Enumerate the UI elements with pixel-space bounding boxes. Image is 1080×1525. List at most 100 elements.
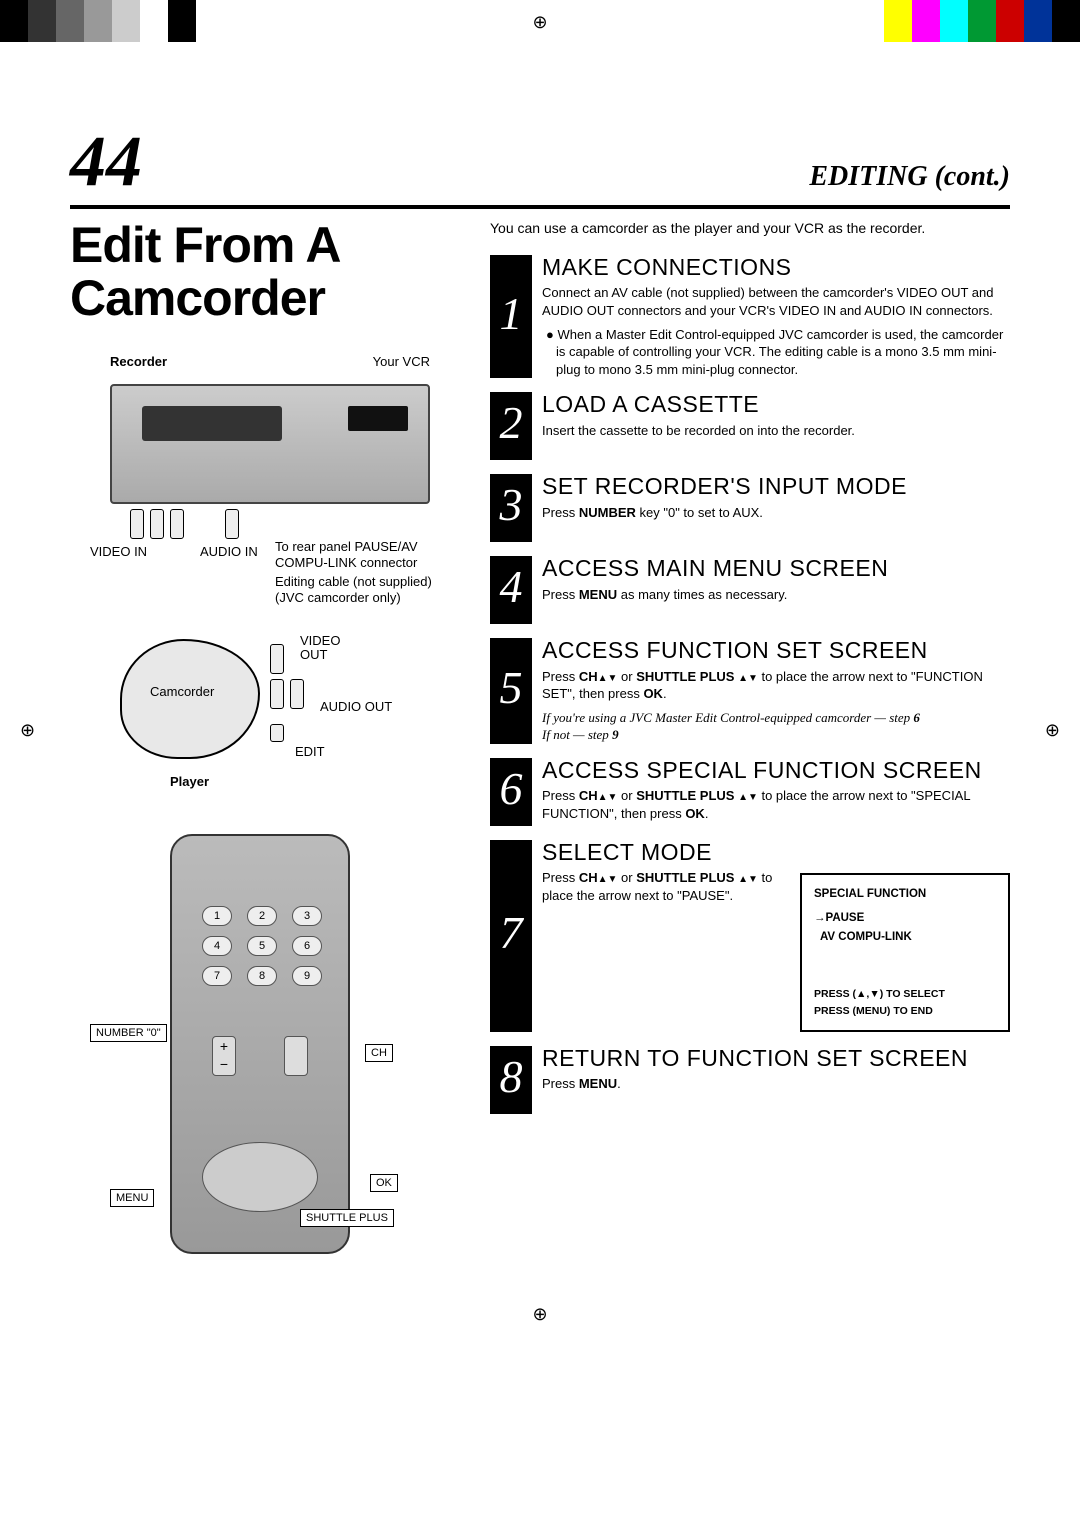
osd-footer: PRESS (MENU) TO END [814,1003,996,1020]
color-chip [112,0,140,42]
step-8: 8 RETURN TO FUNCTION SET SCREEN Press MENU… [490,1046,1010,1114]
right-column: You can use a camcorder as the player an… [490,219,1010,1244]
connection-diagram: Recorder Your VCR VIDEO IN AUDIO IN To r… [70,344,470,1244]
remote-number-button: 8 [247,966,277,986]
step-body: LOAD A CASSETTE Insert the cassette to be… [542,392,1010,439]
color-chip [940,0,968,42]
your-vcr-label: Your VCR [373,354,430,369]
registration-mark-bottom: ⊕ [0,1304,1080,1325]
ok-callout: OK [370,1174,398,1192]
step-number: 6 [490,758,532,826]
step-number: 1 [490,255,532,378]
step-instruction: Insert the cassette to be recorded on in… [542,422,1010,440]
color-chip [968,0,996,42]
step-title: ACCESS FUNCTION SET SCREEN [542,638,1010,663]
color-chip [140,0,168,42]
color-chip [884,0,912,42]
printer-color-bars-right [884,0,1080,42]
step-body: RETURN TO FUNCTION SET SCREEN Press MENU. [542,1046,1010,1093]
color-chip [168,0,196,42]
step-instruction: Press MENU. [542,1075,1010,1093]
crop-marks-top: ⊕ [0,0,1080,70]
osd-footer: PRESS (▲,▼) TO SELECT [814,986,996,1003]
registration-mark-top: ⊕ [532,12,547,33]
color-chip [912,0,940,42]
step-instruction: Press CH▲▼ or SHUTTLE PLUS ▲▼ to place t… [542,787,1010,822]
step-title: ACCESS MAIN MENU SCREEN [542,556,1010,581]
step-body: ACCESS SPECIAL FUNCTION SCREEN Press CH▲▼… [542,758,1010,822]
color-chip [56,0,84,42]
audio-out-label: AUDIO OUT [320,699,392,714]
step-7: 7 SELECT MODE SPECIAL FUNCTION →PAUSE AV CO… [490,840,1010,1032]
osd-title: SPECIAL FUNCTION [814,885,996,903]
step-2: 2 LOAD A CASSETTE Insert the cassette to b… [490,392,1010,460]
step-instruction: Press NUMBER key "0" to set to AUX. [542,504,1010,522]
osd-line: AV COMPU-LINK [814,928,996,946]
step-number: 8 [490,1046,532,1114]
step-title: SELECT MODE [542,840,1010,865]
remote-number-button: 4 [202,936,232,956]
player-label: Player [170,774,209,789]
remote-number-button: 1 [202,906,232,926]
osd-line: →PAUSE [814,909,996,927]
steps-list: 1 MAKE CONNECTIONS Connect an AV cable (no… [490,255,1010,1114]
remote-illustration: 123456789 +− [170,834,350,1254]
color-chip [0,0,28,42]
section-title: EDITING (cont.) [809,161,1010,193]
step-title: MAKE CONNECTIONS [542,255,1010,280]
recorder-label: Recorder [110,354,167,369]
remote-number-button: 6 [292,936,322,956]
remote-number-button: 3 [292,906,322,926]
shuttle-plus-callout: SHUTTLE PLUS [300,1209,394,1227]
camcorder-label: Camcorder [150,684,214,699]
step-instruction: Press MENU as many times as necessary. [542,586,1010,604]
printer-color-bars-left [0,0,196,42]
step-3: 3 SET RECORDER'S INPUT MODE Press NUMBER k… [490,474,1010,542]
color-chip [1052,0,1080,42]
step-bullet: ● When a Master Edit Control-equipped JV… [542,326,1010,379]
audio-in-label: AUDIO IN [200,544,260,560]
color-chip [1024,0,1052,42]
step-body: ACCESS FUNCTION SET SCREEN Press CH▲▼ or … [542,638,1010,743]
manual-page: 44 EDITING (cont.) Edit From A Camcorder… [0,70,1080,1284]
step-note: If you're using a JVC Master Edit Contro… [542,709,1010,744]
rear-panel-label: To rear panel PAUSE/AV COMPU-LINK connec… [275,539,455,570]
step-number: 2 [490,392,532,460]
step-6: 6 ACCESS SPECIAL FUNCTION SCREEN Press CH▲… [490,758,1010,826]
video-in-label: VIDEO IN [90,544,150,560]
intro-text: You can use a camcorder as the player an… [490,219,1010,237]
step-5: 5 ACCESS FUNCTION SET SCREEN Press CH▲▼ or… [490,638,1010,743]
page-number: 44 [70,120,142,203]
step-number: 4 [490,556,532,624]
step-title: ACCESS SPECIAL FUNCTION SCREEN [542,758,1010,783]
color-chip [28,0,56,42]
remote-number-button: 9 [292,966,322,986]
osd-panel: SPECIAL FUNCTION →PAUSE AV COMPU-LINK PRES… [800,873,1010,1032]
step-instruction: Connect an AV cable (not supplied) betwe… [542,284,1010,319]
page-header: 44 EDITING (cont.) [70,120,1010,209]
left-column: Edit From A Camcorder Recorder Your VCR … [70,219,470,1244]
ch-callout: CH [365,1044,393,1062]
step-number: 7 [490,840,532,1032]
step-body: ACCESS MAIN MENU SCREEN Press MENU as man… [542,556,1010,603]
step-body: MAKE CONNECTIONS Connect an AV cable (not… [542,255,1010,378]
step-body: SET RECORDER'S INPUT MODE Press NUMBER ke… [542,474,1010,521]
remote-number-button: 5 [247,936,277,956]
vcr-illustration [110,384,430,504]
remote-number-button: 2 [247,906,277,926]
step-title: RETURN TO FUNCTION SET SCREEN [542,1046,1010,1071]
step-number: 3 [490,474,532,542]
camcorder-illustration [120,639,260,759]
video-out-label: VIDEO OUT [300,634,360,663]
edit-label: EDIT [295,744,325,759]
step-1: 1 MAKE CONNECTIONS Connect an AV cable (no… [490,255,1010,378]
step-title: SET RECORDER'S INPUT MODE [542,474,1010,499]
step-title: LOAD A CASSETTE [542,392,1010,417]
color-chip [996,0,1024,42]
step-instruction: Press CH▲▼ or SHUTTLE PLUS ▲▼ to place t… [542,668,1010,703]
remote-number-button: 7 [202,966,232,986]
number-zero-callout: NUMBER "0" [90,1024,167,1042]
step-4: 4 ACCESS MAIN MENU SCREEN Press MENU as ma… [490,556,1010,624]
step-number: 5 [490,638,532,743]
page-title: Edit From A Camcorder [70,219,470,324]
